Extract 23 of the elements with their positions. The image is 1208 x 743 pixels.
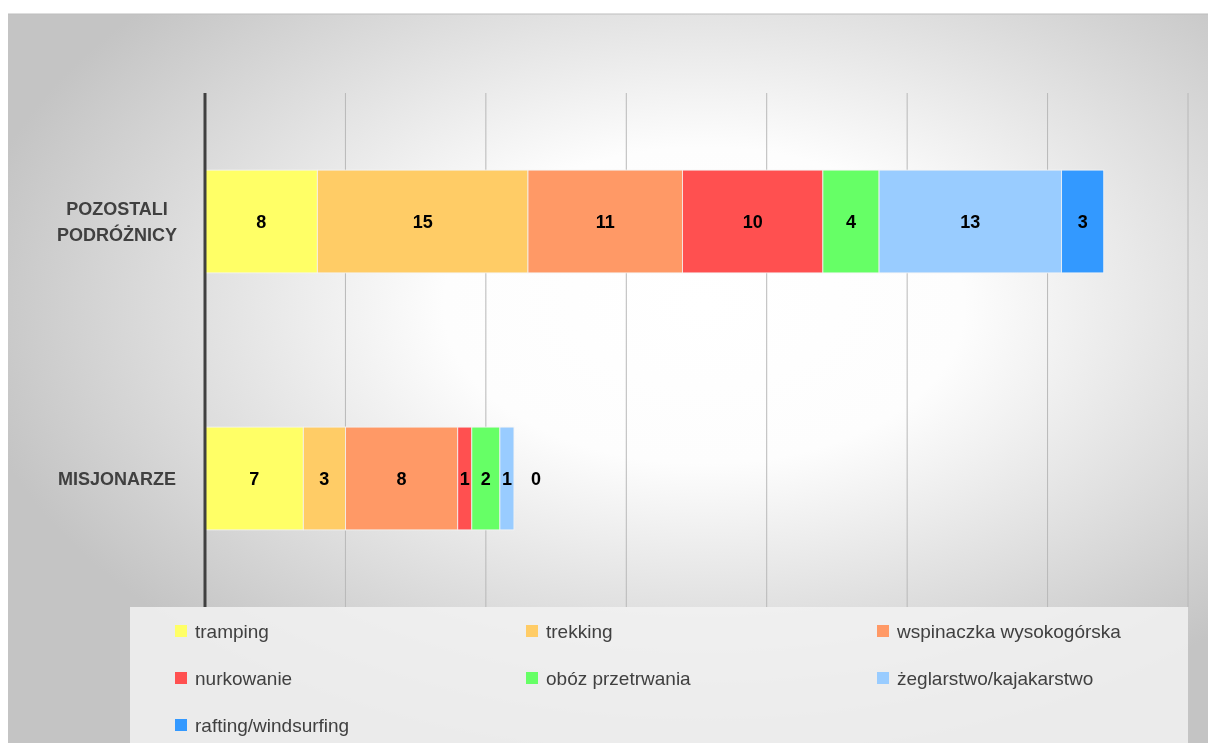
legend-label: rafting/windsurfing bbox=[195, 714, 350, 736]
data-label: 13 bbox=[960, 211, 981, 232]
data-label: 8 bbox=[396, 468, 407, 489]
data-label: 3 bbox=[1077, 211, 1088, 232]
data-label: 3 bbox=[319, 468, 330, 489]
data-label: 11 bbox=[595, 211, 615, 232]
data-label: 8 bbox=[256, 211, 267, 232]
legend-label: nurkowanie bbox=[195, 667, 293, 689]
legend-label: żeglarstwo/kajakarstwo bbox=[897, 667, 1094, 689]
data-label: 10 bbox=[742, 211, 763, 232]
data-label: 1 bbox=[501, 468, 512, 489]
legend-label: tramping bbox=[195, 620, 269, 642]
data-label: 0 bbox=[530, 468, 541, 489]
y-tick-label: MISJONARZE bbox=[57, 468, 177, 489]
data-label: 2 bbox=[480, 468, 491, 489]
legend-label: wspinaczka wysokogórska bbox=[896, 620, 1122, 642]
data-label: 15 bbox=[412, 211, 433, 232]
legend-label: trekking bbox=[546, 620, 613, 642]
legend-label: obóz przetrwania bbox=[546, 667, 692, 689]
data-label: 4 bbox=[845, 211, 856, 232]
data-label: 7 bbox=[249, 468, 260, 489]
y-tick-label: POZOSTALI PODRÓŻNICY bbox=[56, 198, 178, 245]
data-label: 1 bbox=[459, 468, 470, 489]
